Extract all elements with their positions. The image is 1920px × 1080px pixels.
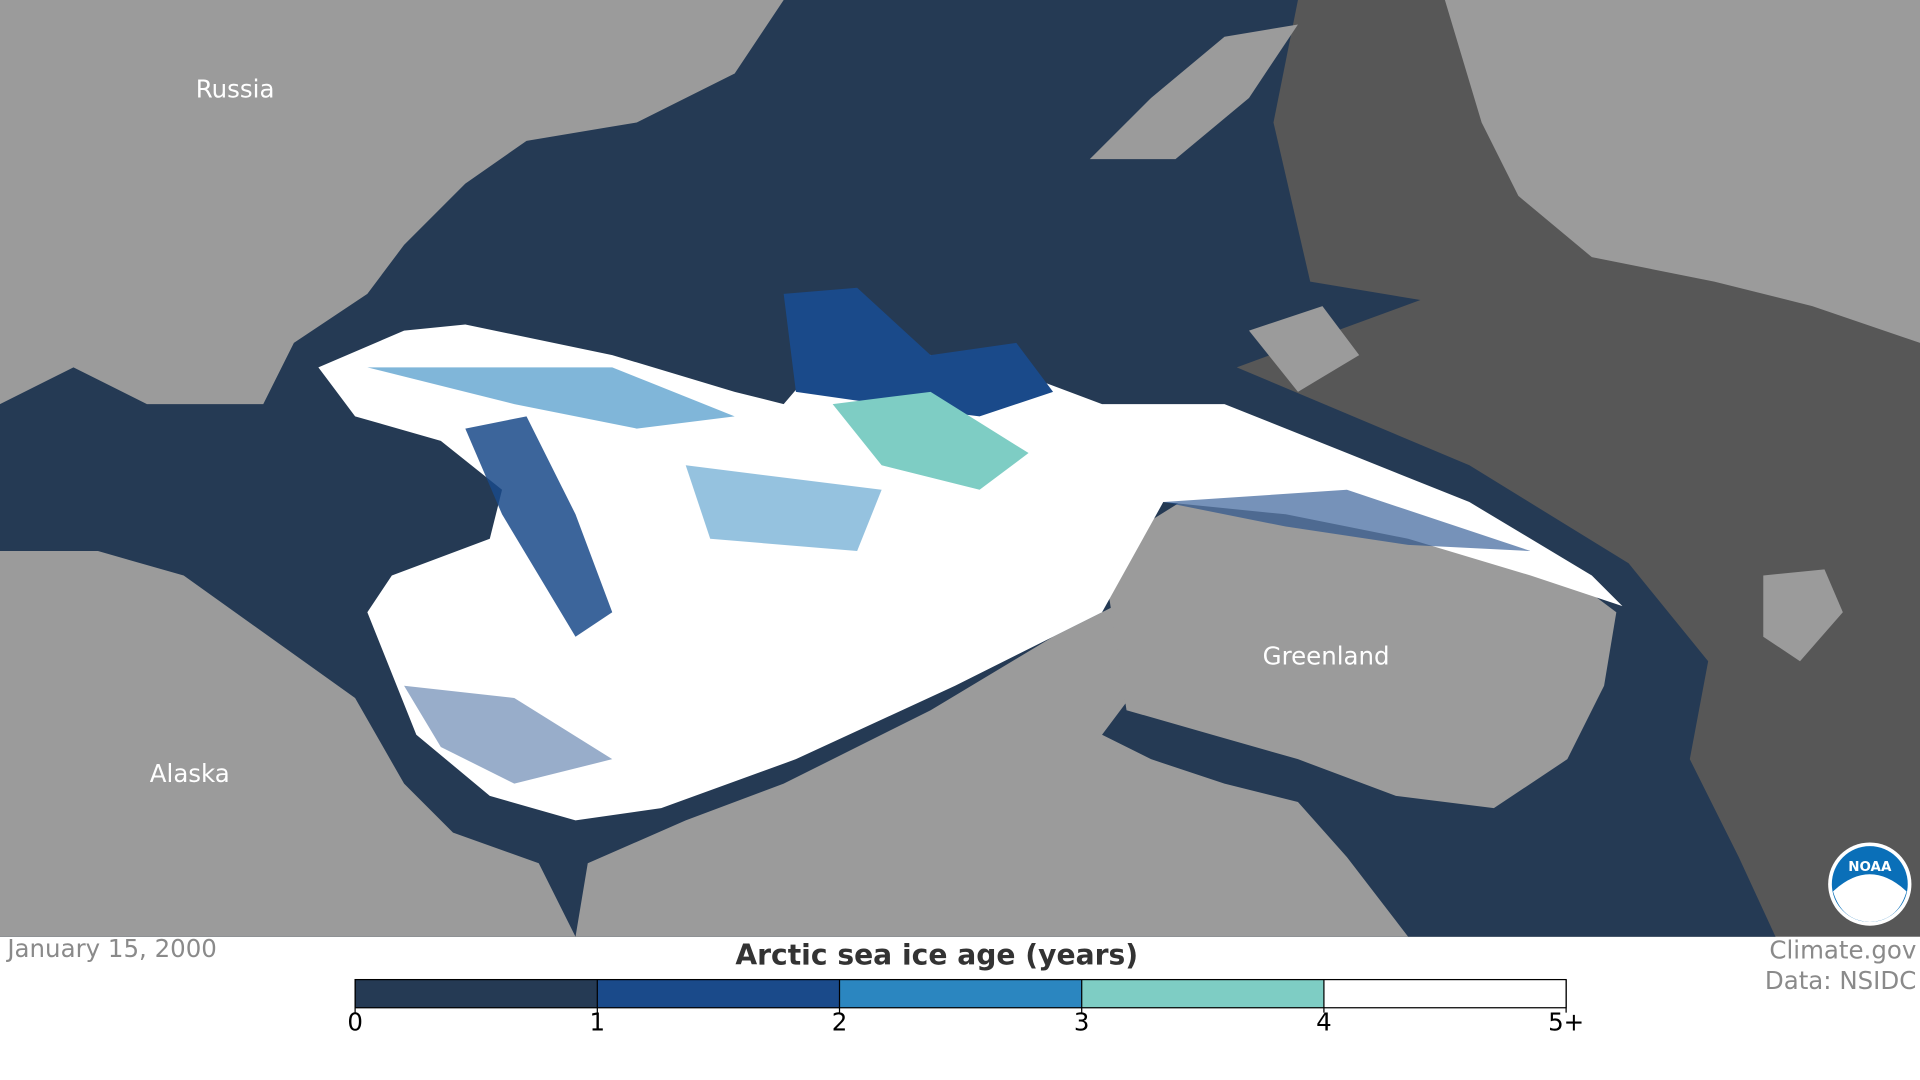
ice-1-2 bbox=[1163, 489, 1531, 552]
land-svalbard bbox=[1248, 306, 1360, 392]
logo-text: NOAA bbox=[1848, 860, 1892, 875]
legend-swatch bbox=[1081, 979, 1324, 1008]
legend-title: Arctic sea ice age (years) bbox=[735, 938, 1138, 971]
land-canada bbox=[575, 600, 1409, 937]
ice-1-2 bbox=[783, 287, 1054, 417]
land-russia bbox=[0, 0, 784, 405]
ice-3-4 bbox=[832, 391, 1029, 490]
legend-tick-label: 5+ bbox=[1548, 1008, 1584, 1037]
ice-2-3 bbox=[685, 465, 882, 552]
land-island bbox=[1763, 569, 1843, 662]
map: NOAA bbox=[0, 0, 1920, 937]
legend-tick-label: 4 bbox=[1316, 1008, 1332, 1037]
map-label: Greenland bbox=[1263, 642, 1390, 671]
map-label: Alaska bbox=[150, 759, 230, 788]
legend-tick-label: 2 bbox=[832, 1008, 848, 1037]
credit: Climate.gov bbox=[1769, 935, 1916, 964]
ice-1-2 bbox=[404, 685, 613, 784]
land-novaya-zemlya bbox=[1089, 24, 1298, 160]
legend-swatch bbox=[355, 979, 598, 1008]
legend-tick-label: 0 bbox=[347, 1008, 363, 1037]
legend: 0 1 2 3 4 5+ bbox=[347, 978, 1584, 1037]
legend-tick-label: 3 bbox=[1074, 1008, 1090, 1037]
date: January 15, 2000 bbox=[5, 934, 217, 963]
ice-1-2 bbox=[465, 416, 613, 637]
legend-swatch bbox=[597, 979, 840, 1008]
land-scandinavia bbox=[1444, 0, 1920, 343]
land-alaska bbox=[0, 551, 576, 937]
legend-tick-label: 1 bbox=[590, 1008, 606, 1037]
ice-2-3 bbox=[367, 367, 735, 429]
map-label: Russia bbox=[196, 75, 275, 104]
credit: Data: NSIDC bbox=[1765, 966, 1916, 995]
noaa-logo: NOAA bbox=[1828, 842, 1912, 926]
multi-year-ice bbox=[318, 318, 1623, 821]
legend-swatch bbox=[839, 979, 1082, 1008]
logo-gull bbox=[1833, 874, 1907, 923]
legend-swatch bbox=[1323, 979, 1567, 1008]
